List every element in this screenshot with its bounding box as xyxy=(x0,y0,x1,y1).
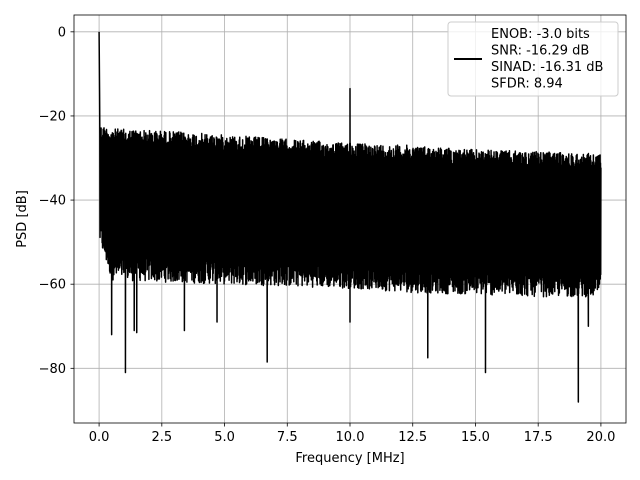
series-layer xyxy=(98,31,602,403)
x-tick-label: 20.0 xyxy=(586,430,615,445)
x-axis-label: Frequency [MHz] xyxy=(295,451,404,466)
legend-sinad: SINAD: -16.31 dB xyxy=(491,60,603,75)
x-tick-label: 5.0 xyxy=(214,430,235,445)
legend-snr: SNR: -16.29 dB xyxy=(491,44,589,59)
legend-enob: ENOB: -3.0 bits xyxy=(491,27,590,42)
x-tick-label: 10.0 xyxy=(336,430,365,445)
x-tick-label: 7.5 xyxy=(277,430,298,445)
legend-sfdr: SFDR: 8.94 xyxy=(491,77,563,92)
x-tick-label: 2.5 xyxy=(151,430,172,445)
y-axis-label: PSD [dB] xyxy=(15,190,30,248)
x-tick-label: 17.5 xyxy=(524,430,553,445)
y-tick-label: −40 xyxy=(39,194,66,209)
x-tick-label: 12.5 xyxy=(398,430,427,445)
x-tick-label: 0.0 xyxy=(89,430,110,445)
y-tick-label: −20 xyxy=(39,109,66,124)
y-tick-label: 0 xyxy=(58,25,66,40)
legend-box xyxy=(447,21,619,97)
y-tick-label: −60 xyxy=(39,278,66,293)
y-tick-label: −80 xyxy=(39,362,66,377)
tick-layer: 0.0 2.5 5.0 7.5 10.0 12.5 15.0 17.5 20.0 0 −20 −40 −… xyxy=(39,25,616,445)
x-tick-label: 15.0 xyxy=(461,430,490,445)
legend: ENOB: -3.0 bits SNR: -16.29 dB SINAD: -1… xyxy=(447,21,619,97)
psd-series-line xyxy=(98,31,602,403)
